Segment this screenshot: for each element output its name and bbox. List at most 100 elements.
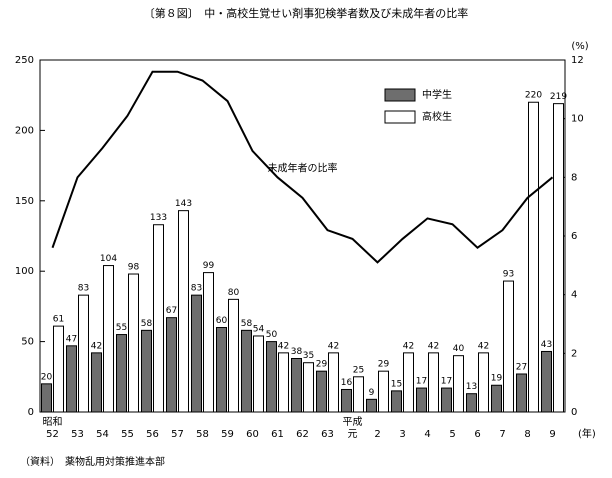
bar	[53, 325, 64, 413]
y2-tick-label: 4	[571, 290, 577, 301]
x-tick-label: 元	[348, 429, 358, 440]
x-tick-label: 63	[321, 429, 334, 440]
bar	[528, 101, 539, 413]
value-label: 83	[191, 284, 202, 294]
value-label: 67	[166, 306, 177, 316]
value-label: 20	[41, 372, 53, 382]
y2-tick-label: 12	[571, 55, 584, 66]
era-label: 昭和	[43, 416, 63, 428]
value-label: 16	[341, 378, 353, 388]
value-label: 61	[53, 315, 64, 325]
bar	[166, 317, 177, 413]
bar	[241, 329, 252, 413]
value-label: 219	[550, 92, 567, 102]
bar	[91, 352, 102, 413]
y-tick-label: 200	[15, 125, 34, 136]
bar	[441, 387, 452, 413]
bar	[191, 294, 202, 413]
value-label: 19	[491, 374, 503, 384]
x-tick-label: 52	[46, 429, 59, 440]
bar	[478, 352, 489, 413]
value-label: 38	[291, 347, 303, 357]
y-tick-label: 100	[15, 266, 34, 277]
value-label: 55	[116, 323, 127, 333]
bar	[416, 387, 427, 413]
bar	[378, 370, 389, 413]
value-label: 17	[441, 377, 452, 387]
bar	[353, 376, 364, 413]
x-tick-label: 54	[96, 429, 109, 440]
bar	[141, 329, 152, 413]
bar	[503, 280, 514, 413]
x-tick-label: 59	[221, 429, 234, 440]
bar	[403, 352, 414, 413]
y-tick-label: 250	[15, 55, 34, 66]
era-label: 平成	[343, 416, 363, 428]
value-label: 42	[91, 341, 102, 351]
value-label: 133	[150, 213, 167, 223]
value-label: 13	[466, 382, 477, 392]
x-tick-label: 3	[399, 429, 405, 440]
value-label: 29	[378, 360, 390, 370]
bar	[103, 265, 114, 413]
x-tick-label: 53	[71, 429, 84, 440]
bar	[66, 345, 77, 413]
value-label: 9	[369, 388, 375, 398]
bar	[78, 294, 89, 413]
value-label: 42	[428, 341, 439, 351]
value-label: 15	[391, 379, 402, 389]
bar	[228, 298, 239, 413]
legend-swatch	[384, 88, 416, 102]
bar	[253, 335, 264, 413]
legend-swatch	[384, 110, 416, 124]
bar	[453, 355, 464, 413]
x-tick-label: 6	[474, 429, 480, 440]
chart-title: 〔第８図〕 中・高校生覚せい剤事犯検挙者数及び未成年者の比率	[144, 6, 469, 20]
value-label: 143	[175, 199, 192, 209]
bar	[153, 224, 164, 413]
bar	[328, 352, 339, 413]
x-tick-label: 62	[296, 429, 309, 440]
value-label: 42	[328, 341, 339, 351]
value-label: 29	[316, 360, 328, 370]
value-label: 40	[453, 344, 465, 354]
x-tick-label: 60	[246, 429, 259, 440]
legend-label: 高校生	[422, 110, 452, 123]
value-label: 47	[66, 334, 77, 344]
legend-label: 中学生	[422, 88, 452, 101]
bar	[316, 370, 327, 413]
bar	[341, 388, 352, 413]
x-tick-label: 2	[374, 429, 380, 440]
bar	[178, 210, 189, 413]
x-tick-label: 56	[146, 429, 159, 440]
value-label: 25	[353, 365, 364, 375]
value-label: 99	[203, 261, 215, 271]
source: （資料） 薬物乱用対策推進本部	[20, 455, 165, 468]
value-label: 98	[128, 263, 140, 273]
y2-unit: (%)	[571, 41, 588, 52]
x-tick-label: 9	[549, 429, 555, 440]
x-tick-label: 57	[171, 429, 184, 440]
y2-tick-label: 10	[571, 114, 584, 125]
bar	[116, 334, 127, 413]
y-tick-label: 0	[28, 407, 34, 418]
value-label: 104	[100, 254, 117, 264]
bar	[391, 390, 402, 413]
y-tick-label: 150	[15, 196, 34, 207]
y-tick-label: 50	[21, 337, 34, 348]
bar	[428, 352, 439, 413]
bar	[203, 272, 214, 413]
bar	[541, 350, 552, 413]
y2-tick-label: 2	[571, 348, 577, 359]
bar	[278, 352, 289, 413]
bar	[216, 327, 227, 413]
value-label: 42	[478, 341, 489, 351]
bar	[266, 341, 277, 413]
value-label: 50	[266, 330, 278, 340]
x-tick-label: 4	[424, 429, 430, 440]
bar	[516, 373, 527, 413]
value-label: 27	[516, 362, 527, 372]
value-label: 83	[78, 284, 89, 294]
value-label: 60	[216, 316, 228, 326]
